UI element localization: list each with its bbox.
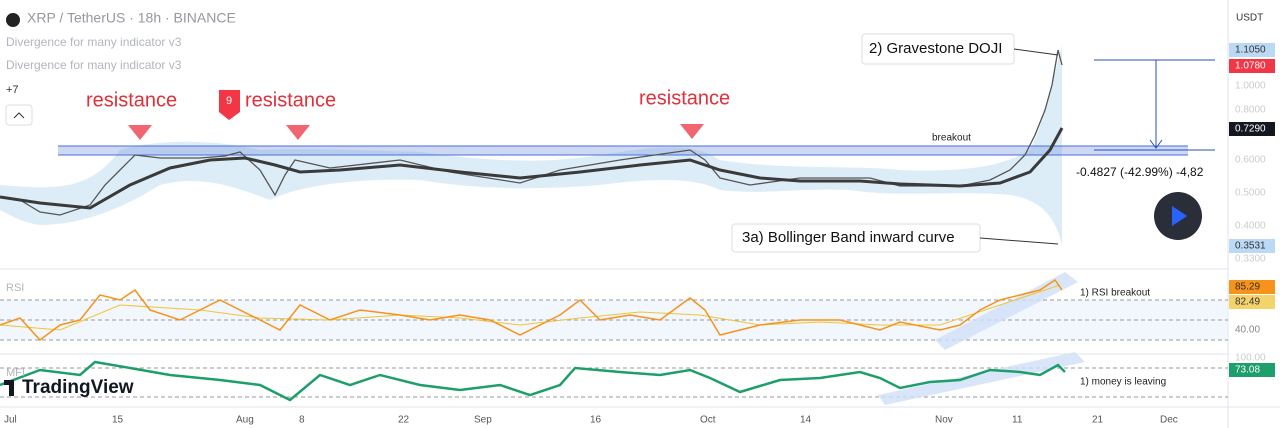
indicator-name: Divergence for many indicator v3 — [6, 58, 182, 72]
more-indicators: +7 — [6, 84, 19, 96]
indicator-name: Divergence for many indicator v3 — [6, 35, 182, 49]
axis-unit: USDT — [1236, 13, 1263, 24]
mfi-tag — [1229, 363, 1275, 377]
price-label: 1.1050 — [1235, 45, 1266, 56]
time-axis: Jul 15 Aug 8 22 Sep 16 Oct 14 Nov 11 21 Dec — [4, 415, 1178, 426]
time-label: 8 — [299, 415, 305, 426]
price-label: 0.8000 — [1235, 105, 1266, 116]
rsi-ma — [0, 284, 1061, 331]
logo-icon — [4, 380, 14, 396]
price-label: 0.6000 — [1235, 155, 1266, 166]
pane-label: MFI — [6, 367, 25, 379]
price-label: 0.7290 — [1235, 124, 1266, 135]
mfi-channel — [878, 352, 1085, 405]
rsi-tag — [1229, 295, 1275, 309]
measure-text: -0.4827 (-42.99%) -4,82 — [1076, 165, 1204, 179]
price-label: 0.3300 — [1235, 254, 1266, 265]
callout-text: 2) Gravestone DOJI — [869, 40, 1002, 57]
annotation: resistance — [639, 87, 730, 109]
price-tag — [1229, 122, 1275, 136]
time-label: Oct — [700, 415, 716, 426]
time-label: 11 — [1012, 415, 1023, 426]
price-line — [0, 49, 1063, 216]
annotation: resistance — [86, 89, 177, 111]
play-icon — [1172, 206, 1187, 226]
bollinger-band — [0, 45, 1062, 245]
mfi-line — [0, 360, 1066, 402]
time-label: Jul — [4, 415, 17, 426]
price-label: 0.3531 — [1235, 241, 1266, 252]
resistance-marker — [128, 125, 152, 140]
rsi-label: 40.00 — [1235, 325, 1260, 336]
annotation: 1) RSI breakout — [1080, 288, 1150, 299]
annotation: breakout — [932, 133, 971, 144]
rsi-label: 82.49 — [1235, 297, 1260, 308]
rsi-tag — [1229, 280, 1275, 294]
time-label: Sep — [474, 415, 492, 426]
time-label: 21 — [1092, 415, 1104, 426]
price-label: 0.4000 — [1235, 221, 1266, 232]
resistance-marker — [286, 125, 310, 140]
price-tag — [1229, 59, 1275, 73]
resistance-marker — [680, 124, 704, 139]
price-label: 1.0000 — [1235, 81, 1266, 92]
symbol-title: XRP / TetherUS · 18h · BINANCE — [27, 10, 236, 26]
annotation: resistance — [245, 89, 336, 111]
price-tag — [1229, 43, 1275, 57]
moving-average — [0, 127, 1064, 210]
price-tag — [1229, 239, 1275, 253]
time-label: 16 — [590, 415, 602, 426]
time-label: Dec — [1160, 415, 1178, 426]
mfi-label: 73.08 — [1235, 365, 1260, 376]
resistance-zone — [58, 146, 1188, 155]
collapse-icon — [13, 112, 25, 119]
logo: TradingView — [22, 377, 134, 398]
annotation: 1) money is leaving — [1080, 377, 1166, 388]
pane-label: RSI — [6, 282, 24, 294]
price-label: 0.5000 — [1235, 188, 1266, 199]
callout-line — [979, 237, 1059, 245]
measure-arrow — [1149, 139, 1163, 149]
callout-line — [1013, 48, 1059, 56]
rsi-label: 85.29 — [1235, 282, 1260, 293]
rsi-channel — [935, 272, 1078, 350]
callout-text: 3a) Bollinger Band inward curve — [742, 229, 955, 246]
badge-text: 9 — [226, 95, 232, 107]
time-label: 22 — [398, 415, 410, 426]
time-label: 15 — [112, 415, 124, 426]
time-label: 14 — [800, 415, 812, 426]
time-label: Nov — [935, 415, 953, 426]
rsi-line — [0, 278, 1063, 342]
collapse-button[interactable] — [5, 104, 33, 126]
symbol-icon — [6, 13, 20, 27]
mfi-label: 100.00 — [1235, 353, 1266, 364]
time-label: Aug — [236, 415, 254, 426]
price-label: 1.0780 — [1235, 61, 1266, 72]
badge — [219, 90, 240, 120]
